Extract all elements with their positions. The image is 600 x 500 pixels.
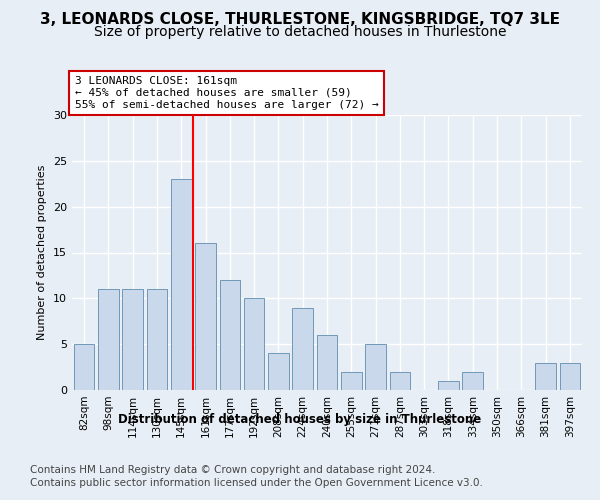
Bar xyxy=(341,372,362,390)
Text: Distribution of detached houses by size in Thurlestone: Distribution of detached houses by size … xyxy=(118,412,482,426)
Bar xyxy=(171,179,191,390)
Bar xyxy=(220,280,240,390)
Bar xyxy=(365,344,386,390)
Bar xyxy=(317,335,337,390)
Text: 3, LEONARDS CLOSE, THURLESTONE, KINGSBRIDGE, TQ7 3LE: 3, LEONARDS CLOSE, THURLESTONE, KINGSBRI… xyxy=(40,12,560,28)
Bar xyxy=(292,308,313,390)
Text: Size of property relative to detached houses in Thurlestone: Size of property relative to detached ho… xyxy=(94,25,506,39)
Bar xyxy=(438,381,459,390)
Bar xyxy=(244,298,265,390)
Bar xyxy=(389,372,410,390)
Bar xyxy=(122,289,143,390)
Bar xyxy=(195,244,216,390)
Bar xyxy=(74,344,94,390)
Bar xyxy=(146,289,167,390)
Bar xyxy=(535,362,556,390)
Text: 3 LEONARDS CLOSE: 161sqm
← 45% of detached houses are smaller (59)
55% of semi-d: 3 LEONARDS CLOSE: 161sqm ← 45% of detach… xyxy=(74,76,379,110)
Text: Contains HM Land Registry data © Crown copyright and database right 2024.: Contains HM Land Registry data © Crown c… xyxy=(30,465,436,475)
Bar xyxy=(463,372,483,390)
Y-axis label: Number of detached properties: Number of detached properties xyxy=(37,165,47,340)
Bar xyxy=(560,362,580,390)
Text: Contains public sector information licensed under the Open Government Licence v3: Contains public sector information licen… xyxy=(30,478,483,488)
Bar xyxy=(98,289,119,390)
Bar xyxy=(268,354,289,390)
